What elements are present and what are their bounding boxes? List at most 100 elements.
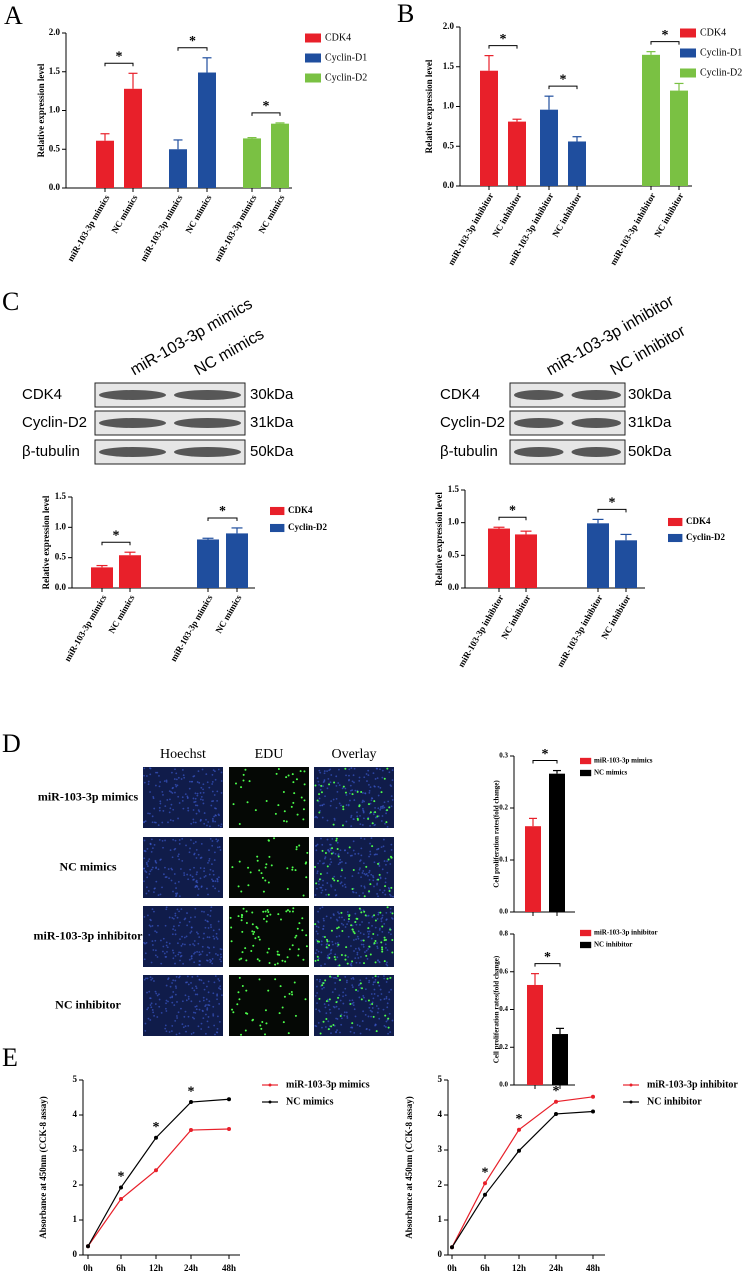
nucleus [206, 1007, 209, 1010]
edu-dot [318, 811, 321, 814]
nucleus [193, 866, 195, 869]
significance-bracket [548, 85, 578, 90]
nucleus [345, 804, 348, 806]
edu-dot [386, 767, 389, 770]
nucleus [376, 882, 379, 885]
edu-dot [245, 921, 248, 924]
nucleus [383, 889, 386, 892]
nucleus [368, 789, 371, 792]
nucleus [151, 815, 154, 818]
edu-dot [340, 953, 343, 956]
nucleus [201, 945, 204, 948]
bar [488, 528, 510, 588]
nucleus [217, 768, 220, 771]
edu-dot [321, 984, 324, 987]
nucleus [201, 950, 204, 953]
legend-label: Cyclin-D1 [325, 52, 367, 63]
edu-dot [335, 1001, 338, 1004]
significance-label: * [113, 528, 120, 543]
nucleus [185, 981, 187, 984]
edu-dot [386, 906, 389, 909]
nucleus [177, 853, 180, 856]
nucleus [144, 870, 147, 872]
nucleus [216, 878, 219, 881]
nucleus [208, 951, 211, 954]
nucleus [354, 853, 357, 855]
nucleus [214, 975, 217, 977]
edu-dot [384, 938, 387, 941]
nucleus [165, 906, 168, 909]
nucleus [189, 868, 192, 871]
nucleus [190, 930, 193, 933]
nucleus [171, 787, 174, 790]
nucleus [189, 874, 192, 877]
edu-dot [277, 804, 280, 807]
point [591, 1109, 595, 1114]
nucleus [187, 998, 190, 1000]
edu-dot [295, 778, 298, 781]
nucleus [149, 842, 152, 845]
bar [198, 72, 216, 188]
nucleus [368, 855, 370, 858]
nucleus [335, 935, 338, 938]
significance-bracket [101, 541, 131, 546]
nucleus [362, 1010, 365, 1013]
edu-dot [351, 793, 354, 796]
nucleus [149, 997, 152, 1000]
nucleus [176, 1001, 178, 1003]
nucleus [358, 962, 361, 964]
nucleus [149, 1004, 152, 1006]
nucleus [385, 911, 388, 914]
edu-dot [267, 947, 270, 950]
edu-dot [240, 913, 243, 916]
nucleus [385, 1020, 388, 1023]
edu-dot [291, 993, 294, 996]
nucleus [352, 840, 355, 843]
nucleus [391, 769, 394, 772]
point [554, 1111, 558, 1116]
x-tick-label: miR-103-3p inhibitor [446, 191, 496, 267]
nucleus [335, 797, 338, 800]
nucleus [324, 963, 326, 965]
nucleus [321, 816, 324, 819]
nucleus [320, 886, 323, 889]
nucleus [328, 940, 331, 943]
nucleus [165, 984, 168, 987]
edu-dot [242, 773, 245, 776]
legend-swatch [580, 941, 592, 949]
nucleus [219, 953, 222, 956]
nucleus [361, 824, 364, 826]
legend-swatch [305, 53, 321, 63]
nucleus [373, 785, 376, 788]
nucleus [380, 820, 383, 822]
nucleus [213, 937, 216, 940]
nucleus [172, 819, 175, 822]
nucleus [158, 998, 161, 1001]
y-tick-label: 0.5 [443, 140, 455, 150]
blot-band [174, 447, 241, 457]
y-tick-label: 4 [73, 1109, 78, 1119]
nucleus [162, 945, 165, 948]
nucleus [379, 889, 381, 891]
edu-dot [254, 937, 257, 940]
nucleus [340, 867, 343, 870]
micro-image [229, 837, 309, 898]
nucleus [384, 881, 387, 884]
nucleus [367, 874, 369, 877]
nucleus [144, 820, 147, 823]
nucleus [386, 1006, 389, 1009]
x-tick-label: 6h [116, 1263, 126, 1273]
y-tick-label: 0.5 [55, 552, 67, 562]
edu-dot [251, 923, 254, 926]
nucleus [383, 977, 386, 980]
nucleus [336, 841, 339, 844]
nucleus [314, 952, 317, 955]
nucleus [319, 978, 321, 981]
nucleus [345, 794, 348, 796]
y-tick-label: 0.0 [49, 182, 61, 192]
edu-dot [279, 918, 282, 921]
nucleus [216, 994, 219, 997]
nucleus [360, 885, 363, 887]
nucleus [316, 843, 319, 846]
nucleus [143, 767, 146, 770]
